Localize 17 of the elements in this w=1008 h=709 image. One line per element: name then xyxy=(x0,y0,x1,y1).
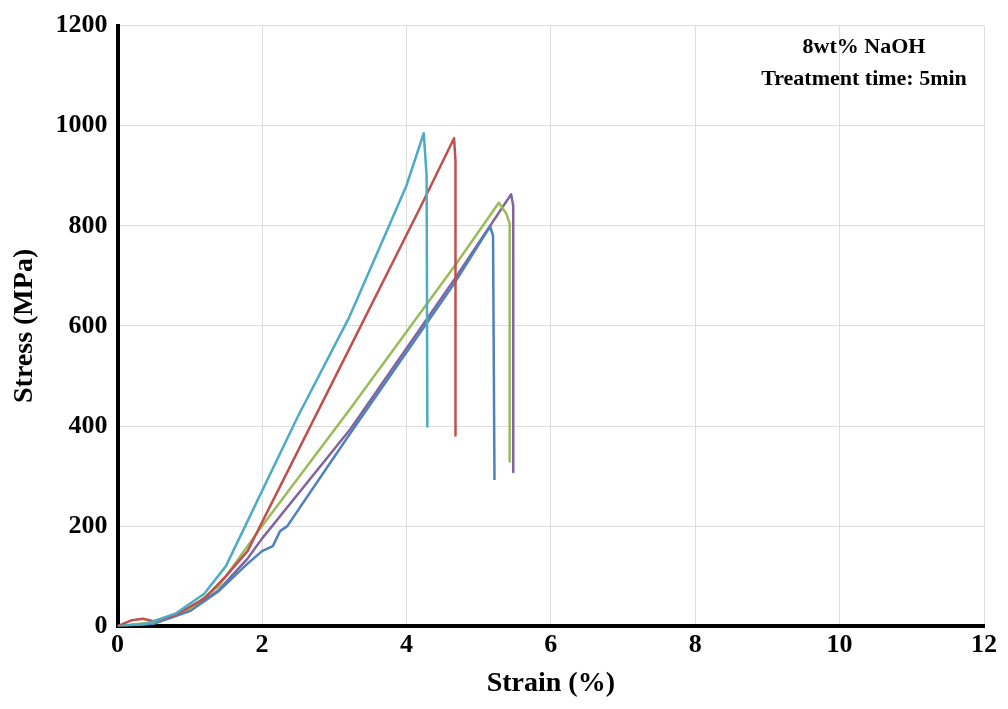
annotation: 8wt% NaOH xyxy=(802,33,926,59)
y-tick-label: 400 xyxy=(68,409,108,439)
x-axis-title: Strain (%) xyxy=(486,666,615,698)
x-tick-label: 4 xyxy=(399,628,413,658)
y-tick-label: 1200 xyxy=(55,9,108,39)
y-tick-label: 800 xyxy=(68,209,108,239)
y-axis-title: Stress (MPa) xyxy=(7,248,39,404)
x-tick-label: 8 xyxy=(688,628,702,658)
y-tick-label: 1000 xyxy=(55,109,108,139)
y-tick-label: 0 xyxy=(94,609,108,639)
y-tick-label: 200 xyxy=(68,509,108,539)
x-tick-label: 6 xyxy=(544,628,558,658)
annotation: Treatment time: 5min xyxy=(761,65,967,91)
x-tick-label: 12 xyxy=(971,628,997,658)
x-tick-label: 2 xyxy=(255,628,269,658)
y-tick-label: 600 xyxy=(68,309,108,339)
x-tick-label: 10 xyxy=(826,628,853,658)
